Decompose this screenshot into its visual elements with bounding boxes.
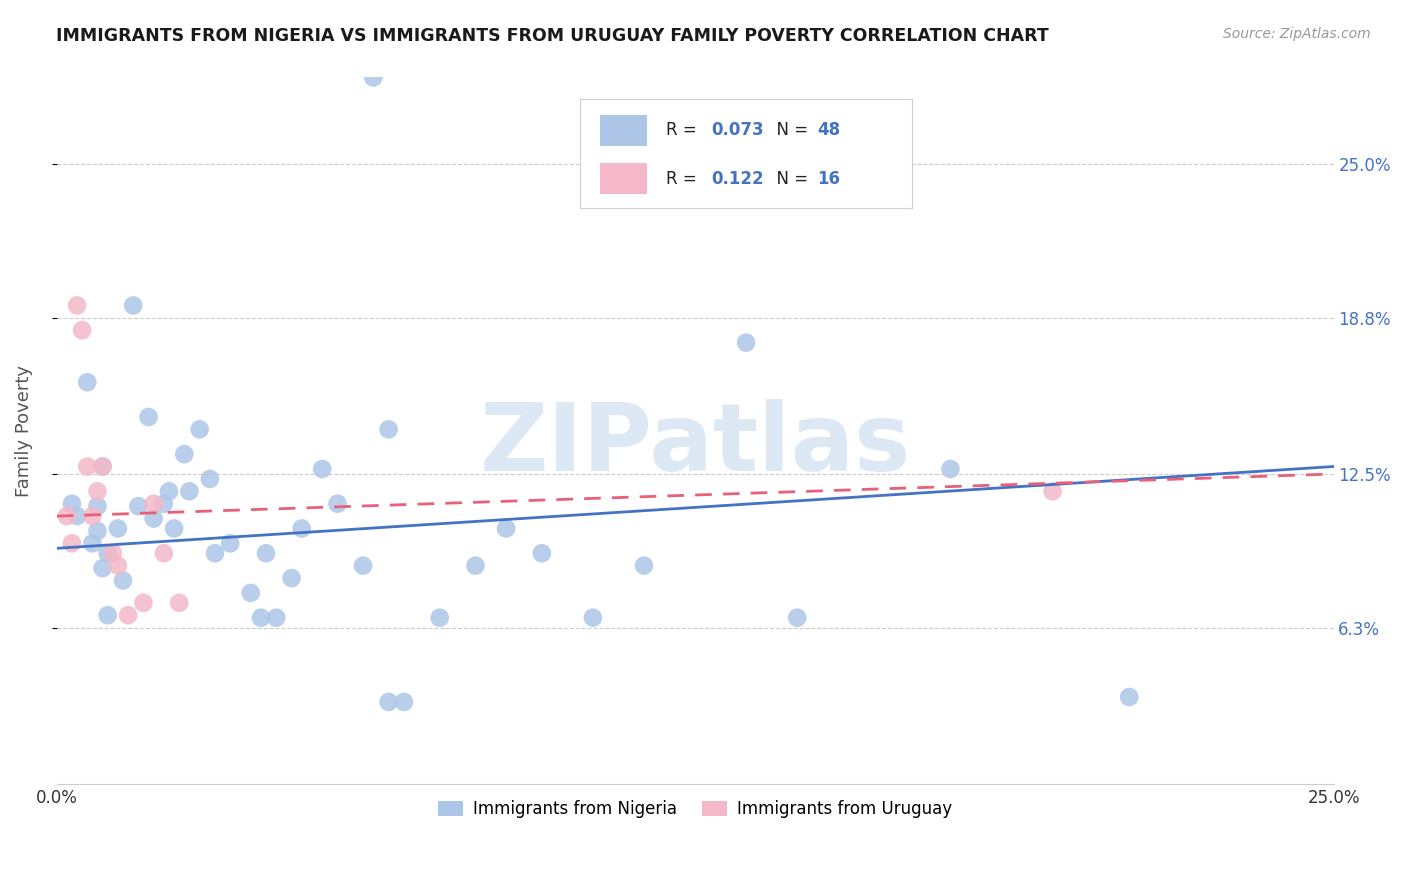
Point	[82, 509, 104, 524]
Point	[939, 462, 962, 476]
Point	[495, 521, 517, 535]
Point	[111, 574, 134, 588]
Point	[464, 558, 486, 573]
Point	[198, 472, 221, 486]
Point	[70, 323, 93, 337]
Point	[250, 610, 273, 624]
Point	[117, 608, 139, 623]
Point	[142, 511, 165, 525]
Point	[153, 546, 176, 560]
Point	[254, 546, 277, 560]
Point	[311, 462, 333, 476]
Point	[633, 558, 655, 573]
Point	[132, 596, 155, 610]
Point	[204, 546, 226, 560]
Point	[97, 546, 120, 560]
Point	[280, 571, 302, 585]
Y-axis label: Family Poverty: Family Poverty	[15, 365, 32, 497]
Point	[219, 536, 242, 550]
Point	[66, 298, 89, 312]
Point	[786, 610, 808, 624]
Point	[107, 558, 129, 573]
Legend: Immigrants from Nigeria, Immigrants from Uruguay: Immigrants from Nigeria, Immigrants from…	[432, 794, 959, 825]
Point	[97, 608, 120, 623]
Point	[142, 497, 165, 511]
Point	[377, 422, 399, 436]
Point	[239, 586, 262, 600]
Point	[101, 546, 124, 560]
Point	[91, 561, 114, 575]
Text: IMMIGRANTS FROM NIGERIA VS IMMIGRANTS FROM URUGUAY FAMILY POVERTY CORRELATION CH: IMMIGRANTS FROM NIGERIA VS IMMIGRANTS FR…	[56, 27, 1049, 45]
Point	[291, 521, 314, 535]
Point	[167, 596, 190, 610]
Point	[377, 695, 399, 709]
Point	[326, 497, 349, 511]
Point	[56, 509, 79, 524]
Point	[392, 695, 415, 709]
Point	[173, 447, 195, 461]
Point	[361, 70, 384, 85]
Point	[582, 610, 605, 624]
Point	[86, 524, 108, 538]
Point	[352, 558, 374, 573]
Point	[76, 459, 98, 474]
Point	[530, 546, 553, 560]
Point	[66, 509, 89, 524]
Point	[60, 536, 83, 550]
Point	[86, 499, 108, 513]
Point	[82, 536, 104, 550]
Point	[86, 484, 108, 499]
Point	[1118, 690, 1140, 704]
Point	[127, 499, 149, 513]
Point	[188, 422, 211, 436]
Point	[179, 484, 201, 499]
Point	[157, 484, 180, 499]
Text: ZIPatlas: ZIPatlas	[479, 399, 911, 491]
Point	[91, 459, 114, 474]
Point	[91, 459, 114, 474]
Point	[735, 335, 758, 350]
Point	[76, 376, 98, 390]
Point	[163, 521, 186, 535]
Point	[122, 298, 145, 312]
Point	[264, 610, 287, 624]
Point	[1042, 484, 1064, 499]
Text: Source: ZipAtlas.com: Source: ZipAtlas.com	[1223, 27, 1371, 41]
Point	[60, 497, 83, 511]
Point	[107, 521, 129, 535]
Point	[138, 409, 160, 424]
Point	[429, 610, 451, 624]
Point	[153, 497, 176, 511]
